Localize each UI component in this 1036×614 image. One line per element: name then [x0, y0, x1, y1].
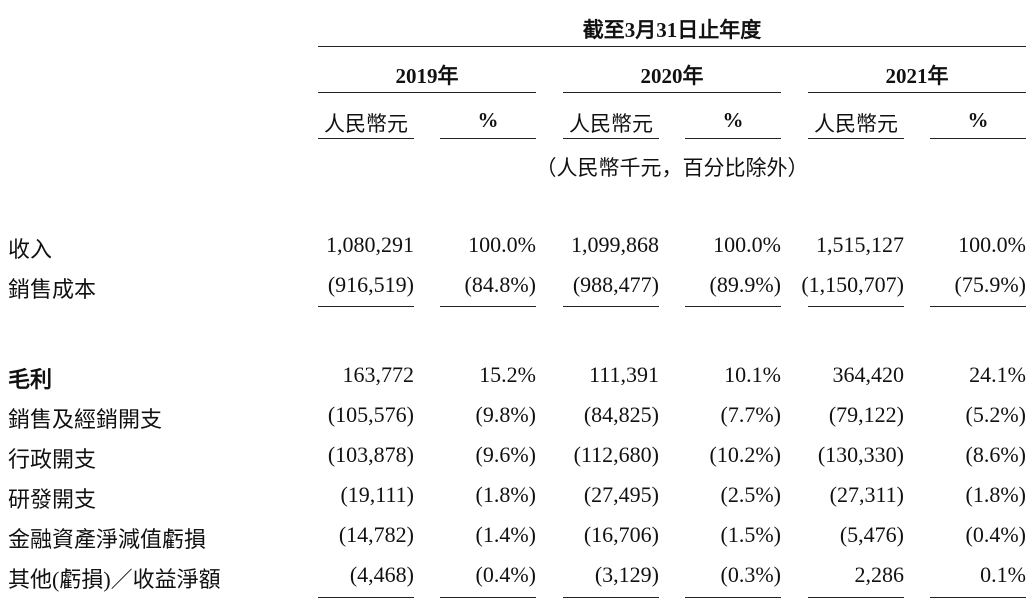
cost-rule-pct-2019 — [440, 306, 536, 307]
cell-rmb: (27,311) — [829, 482, 904, 507]
cell-pct: (89.9%) — [709, 272, 781, 297]
bottom-rule-rmb-2019 — [318, 597, 414, 598]
cell-rmb: (988,477) — [572, 272, 659, 297]
year-rule-2019 — [318, 92, 536, 93]
cell-rmb: (79,122) — [828, 402, 904, 427]
period-title: 截至3月31日止年度 — [582, 18, 762, 42]
cell-rmb: (84,825) — [583, 402, 659, 427]
cell-rmb: (19,111) — [340, 482, 414, 507]
cell-pct: (8.6%) — [965, 442, 1026, 467]
cell-pct: (84.8%) — [464, 272, 536, 297]
cell-pct: (1.5%) — [720, 522, 781, 547]
row-label: 金融資產淨減值虧損 — [8, 527, 207, 552]
bottom-rule-pct-2020 — [685, 597, 781, 598]
cell-rmb: (103,878) — [327, 442, 414, 467]
cell-pct: (0.3%) — [720, 562, 781, 587]
cell-rmb: (14,782) — [338, 522, 414, 547]
cell-rmb: 2,286 — [854, 562, 905, 587]
row-label: 收入 — [8, 237, 53, 262]
cell-pct: 24.1% — [969, 362, 1026, 387]
bottom-rule-pct-2019 — [440, 597, 536, 598]
cell-pct: (0.4%) — [965, 522, 1026, 547]
cell-pct: 0.1% — [980, 562, 1026, 587]
cost-rule-pct-2021 — [930, 306, 1026, 307]
row-label: 銷售成本 — [8, 277, 97, 302]
cell-pct: (1.8%) — [475, 482, 536, 507]
col-rmb-2021: 人民幣元 — [814, 112, 898, 136]
cell-pct: 100.0% — [713, 232, 781, 257]
cost-rule-rmb-2020 — [563, 306, 659, 307]
sub-rule-rmb-2019 — [318, 138, 414, 139]
row-label: 毛利 — [8, 367, 53, 392]
col-rmb-2020: 人民幣元 — [569, 112, 653, 136]
cell-pct: 15.2% — [479, 362, 536, 387]
cell-rmb: (916,519) — [327, 272, 414, 297]
row-label: 研發開支 — [8, 487, 97, 512]
cell-pct: (5.2%) — [965, 402, 1026, 427]
cell-pct: (9.8%) — [475, 402, 536, 427]
row-label: 銷售及經銷開支 — [8, 407, 163, 432]
year-rule-2020 — [563, 92, 781, 93]
cell-pct: (10.2%) — [709, 442, 781, 467]
year-header-2019: 2019年 — [395, 64, 459, 88]
cell-rmb: 111,391 — [589, 362, 659, 387]
cell-pct: (1.8%) — [965, 482, 1026, 507]
cell-pct: (2.5%) — [720, 482, 781, 507]
cell-rmb: 1,515,127 — [816, 232, 904, 257]
cell-pct: (7.7%) — [720, 402, 781, 427]
col-pct-2021: % — [967, 108, 989, 132]
cell-pct: 100.0% — [468, 232, 536, 257]
bottom-rule-rmb-2021 — [808, 597, 904, 598]
cell-rmb: 163,772 — [342, 362, 415, 387]
col-rmb-2019: 人民幣元 — [324, 112, 408, 136]
year-rule-2021 — [808, 92, 1026, 93]
cell-rmb: (112,680) — [573, 442, 659, 467]
bottom-rule-pct-2021 — [930, 597, 1026, 598]
col-pct-2020: % — [722, 108, 744, 132]
cell-pct: (1.4%) — [475, 522, 536, 547]
cell-rmb: (3,129) — [594, 562, 659, 587]
cell-rmb: 364,420 — [832, 362, 905, 387]
unit-note: （人民幣千元，百分比除外） — [535, 156, 809, 180]
cell-rmb: 1,099,868 — [571, 232, 659, 257]
period-title-rule — [318, 46, 1026, 47]
year-header-2020: 2020年 — [640, 64, 704, 88]
sub-rule-pct-2021 — [930, 138, 1026, 139]
bottom-rule-rmb-2020 — [563, 597, 659, 598]
cell-pct: (9.6%) — [475, 442, 536, 467]
row-label: 行政開支 — [8, 447, 97, 472]
cost-rule-pct-2020 — [685, 306, 781, 307]
sub-rule-pct-2019 — [440, 138, 536, 139]
sub-rule-pct-2020 — [685, 138, 781, 139]
year-header-2021: 2021年 — [885, 64, 949, 88]
cell-pct: 100.0% — [958, 232, 1026, 257]
sub-rule-rmb-2020 — [563, 138, 659, 139]
cell-rmb: (5,476) — [839, 522, 904, 547]
cell-pct: 10.1% — [724, 362, 781, 387]
row-label: 其他(虧損)／收益淨額 — [8, 567, 221, 592]
cell-rmb: 1,080,291 — [326, 232, 414, 257]
cell-rmb: (16,706) — [583, 522, 659, 547]
sub-rule-rmb-2021 — [808, 138, 904, 139]
cell-rmb: (1,150,707) — [801, 272, 904, 297]
cell-pct: (75.9%) — [954, 272, 1026, 297]
cell-pct: (0.4%) — [475, 562, 536, 587]
cost-rule-rmb-2019 — [318, 306, 414, 307]
cost-rule-rmb-2021 — [808, 306, 904, 307]
cell-rmb: (105,576) — [327, 402, 414, 427]
col-pct-2019: % — [477, 108, 499, 132]
cell-rmb: (4,468) — [349, 562, 414, 587]
cell-rmb: (27,495) — [583, 482, 659, 507]
cell-rmb: (130,330) — [817, 442, 904, 467]
